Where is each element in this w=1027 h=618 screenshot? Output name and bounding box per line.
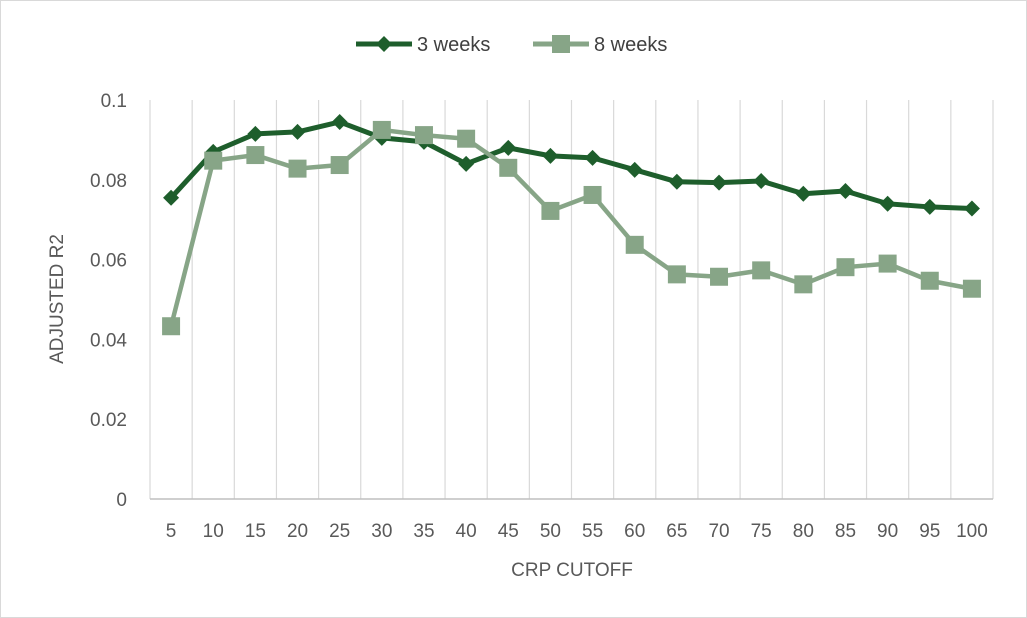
data-point bbox=[921, 198, 938, 215]
x-tick-label: 85 bbox=[835, 521, 856, 542]
x-tick-label: 80 bbox=[793, 521, 814, 542]
x-tick-label: 40 bbox=[456, 521, 477, 542]
x-tick-label: 75 bbox=[751, 521, 772, 542]
legend-item-8-weeks: 8 weeks bbox=[533, 34, 667, 56]
data-point bbox=[626, 161, 643, 178]
data-point bbox=[753, 172, 770, 189]
y-tick-label: 0.08 bbox=[90, 171, 127, 192]
data-point bbox=[289, 123, 306, 140]
x-tick-label: 20 bbox=[287, 521, 308, 542]
data-point bbox=[795, 185, 812, 202]
x-tick-label: 35 bbox=[413, 521, 434, 542]
x-tick-label: 15 bbox=[245, 521, 266, 542]
legend-marker-3-weeks bbox=[376, 36, 392, 52]
legend-label-8-weeks: 8 weeks bbox=[594, 34, 667, 56]
data-point bbox=[836, 258, 855, 277]
x-tick-label: 95 bbox=[919, 521, 940, 542]
x-tick-label: 5 bbox=[166, 521, 177, 542]
data-point bbox=[457, 129, 476, 148]
data-point bbox=[246, 146, 265, 165]
data-point bbox=[331, 113, 348, 130]
y-axis-title: ADJUSTED R2 bbox=[47, 234, 68, 364]
data-point bbox=[288, 159, 307, 178]
data-point bbox=[710, 267, 729, 286]
x-tick-label: 25 bbox=[329, 521, 350, 542]
data-point bbox=[878, 254, 897, 273]
data-point bbox=[500, 139, 517, 156]
x-tick-label: 90 bbox=[877, 521, 898, 542]
data-point bbox=[711, 174, 728, 191]
data-point bbox=[963, 200, 980, 217]
x-tick-label: 30 bbox=[371, 521, 392, 542]
legend-marker-8-weeks bbox=[552, 35, 570, 53]
x-tick-label: 60 bbox=[624, 521, 645, 542]
data-point bbox=[668, 173, 685, 190]
y-tick-label: 0.02 bbox=[90, 410, 127, 431]
y-tick-label: 0.04 bbox=[90, 330, 127, 351]
data-point bbox=[204, 151, 223, 170]
data-point bbox=[625, 235, 644, 254]
data-point bbox=[499, 158, 518, 177]
legend-label-3-weeks: 3 weeks bbox=[417, 34, 490, 56]
series-3-weeks bbox=[163, 113, 980, 217]
data-point bbox=[163, 189, 180, 206]
data-point bbox=[414, 126, 433, 145]
x-tick-label: 65 bbox=[666, 521, 687, 542]
data-point bbox=[920, 271, 939, 290]
data-point bbox=[162, 317, 181, 336]
data-point bbox=[372, 120, 391, 139]
gridlines bbox=[149, 100, 994, 499]
series-layer bbox=[162, 113, 981, 336]
y-tick-labels: 0 0.02 0.04 0.06 0.08 0.1 bbox=[90, 91, 127, 511]
data-point bbox=[667, 265, 686, 284]
x-tick-label: 10 bbox=[203, 521, 224, 542]
x-tick-label: 70 bbox=[708, 521, 729, 542]
series-8-weeks bbox=[162, 120, 981, 336]
x-tick-label: 50 bbox=[540, 521, 561, 542]
y-tick-label: 0 bbox=[116, 490, 127, 511]
x-tick-labels: 5 10 15 20 25 30 35 40 45 50 55 60 65 70 75 80 85 90 95 100 bbox=[166, 521, 988, 542]
data-point bbox=[541, 201, 560, 220]
data-point bbox=[962, 279, 981, 298]
x-tick-label: 100 bbox=[956, 521, 988, 542]
data-point bbox=[879, 195, 896, 212]
data-point bbox=[837, 182, 854, 199]
data-point bbox=[330, 156, 349, 175]
y-tick-label: 0.06 bbox=[90, 251, 127, 272]
x-axis-title: CRP CUTOFF bbox=[511, 560, 633, 581]
legend: 3 weeks 8 weeks bbox=[356, 34, 667, 56]
data-point bbox=[247, 125, 264, 142]
y-tick-label: 0.1 bbox=[101, 91, 127, 112]
legend-item-3-weeks: 3 weeks bbox=[356, 34, 490, 56]
data-point bbox=[542, 147, 559, 164]
data-point bbox=[794, 275, 813, 294]
x-tick-label: 45 bbox=[498, 521, 519, 542]
data-point bbox=[583, 185, 602, 204]
data-point bbox=[458, 155, 475, 172]
x-tick-label: 55 bbox=[582, 521, 603, 542]
data-point bbox=[584, 149, 601, 166]
data-point bbox=[752, 261, 771, 280]
